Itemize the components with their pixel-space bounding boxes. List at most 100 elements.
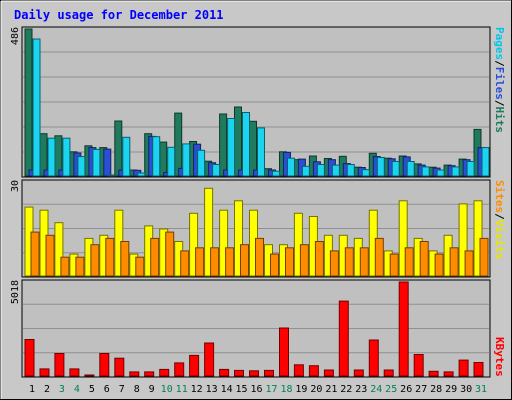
- bar-hits-day-15: [234, 106, 242, 177]
- bar-kbytes-day-9: [144, 371, 155, 377]
- bar-kbytes-day-11: [174, 362, 185, 377]
- x-tick-label: 2: [44, 384, 50, 395]
- bar-kbytes-day-30: [458, 359, 469, 377]
- bar-kbytes-day-27: [413, 354, 424, 377]
- bar-pages-day-11: [182, 143, 191, 177]
- bar-pages-day-5: [92, 148, 101, 177]
- bar-sites-day-27: [419, 241, 429, 277]
- bar-kbytes-day-3: [54, 353, 65, 377]
- x-tick-label: 3: [59, 384, 65, 395]
- legend-top: Pages/Files/Hits: [493, 27, 506, 133]
- bar-pages-day-29: [451, 166, 460, 177]
- bar-pages-day-2: [47, 137, 56, 177]
- bar-sites-day-2: [45, 234, 55, 277]
- bar-sites-day-9: [150, 237, 160, 277]
- middle-ymax-label: 30: [10, 180, 21, 192]
- bar-sites-day-16: [255, 237, 264, 277]
- bar-kbytes-day-15: [234, 369, 244, 377]
- bar-sites-day-12: [195, 247, 205, 277]
- bar-sites-day-1: [30, 231, 40, 277]
- bar-visits-day-12: [189, 212, 199, 277]
- bar-sites-day-28: [434, 253, 444, 277]
- legend-hits: Hits: [493, 107, 506, 134]
- x-tick-label: 16: [250, 384, 262, 395]
- x-tick-label: 10: [161, 384, 173, 395]
- bar-kbytes-day-2: [39, 368, 50, 377]
- x-tick-label: 6: [104, 384, 110, 395]
- x-tick-label: 11: [176, 384, 188, 395]
- legend-files: Files: [493, 67, 506, 100]
- x-tick-label: 1: [29, 384, 35, 395]
- bar-pages-day-27: [421, 166, 430, 177]
- bar-pages-day-16: [257, 127, 265, 177]
- bar-kbytes-day-14: [219, 368, 230, 377]
- bar-kbytes-day-24: [368, 339, 379, 377]
- bar-sites-day-6: [105, 237, 115, 277]
- x-tick-label: 18: [280, 384, 292, 395]
- bar-sites-day-13: [210, 247, 220, 277]
- x-axis-labels: 1 2 3 4 5 6 7 8 9 10 11 12 13 14 15 16 17 18 19 20 21 22 23 24 2…: [29, 384, 487, 395]
- bar-pages-day-23: [361, 169, 370, 177]
- bar-pages-day-14: [227, 118, 236, 177]
- bar-sites-day-23: [359, 247, 369, 277]
- bar-sites-day-29: [449, 247, 459, 277]
- bar-kbytes-day-28: [428, 370, 439, 377]
- x-tick-label: 24: [370, 384, 382, 395]
- x-tick-label: 4: [74, 384, 80, 395]
- x-tick-label: 28: [430, 384, 442, 395]
- bar-sites-day-18: [285, 247, 294, 277]
- bar-pages-day-8: [137, 172, 146, 177]
- bar-kbytes-day-29: [443, 371, 454, 377]
- bar-pages-day-31: [481, 147, 490, 177]
- x-tick-label: 25: [385, 384, 397, 395]
- bar-kbytes-day-18: [279, 327, 289, 377]
- bar-visits-day-30: [458, 203, 468, 277]
- bar-kbytes-day-5: [84, 374, 95, 377]
- bar-kbytes-day-16: [249, 370, 259, 377]
- x-tick-label: 17: [265, 384, 277, 395]
- bar-sites-day-21: [329, 250, 339, 277]
- bar-kbytes-day-31: [473, 362, 484, 377]
- bar-sites-day-4: [75, 256, 85, 277]
- bar-pages-day-21: [331, 164, 340, 177]
- x-tick-label: 15: [235, 384, 247, 395]
- x-tick-label: 27: [415, 384, 427, 395]
- bar-pages-day-20: [316, 164, 325, 177]
- x-tick-label: 7: [119, 384, 125, 395]
- bar-kbytes-day-12: [189, 354, 200, 377]
- bottom-ymax-label: 5018: [10, 280, 21, 304]
- bar-pages-day-6: [107, 174, 116, 177]
- legend-middle: Sites/Visits: [493, 180, 506, 260]
- bar-sites-day-8: [135, 256, 145, 277]
- bar-sites-day-31: [479, 237, 489, 277]
- legend-sites: Sites: [493, 180, 506, 213]
- bar-pages-day-4: [77, 156, 86, 177]
- bar-kbytes-day-19: [293, 364, 304, 377]
- bar-visits-day-15: [234, 200, 243, 277]
- bar-pages-day-9: [152, 136, 161, 177]
- bar-visits-day-14: [219, 209, 229, 277]
- bar-pages-day-18: [287, 157, 295, 177]
- bar-kbytes-day-23: [353, 369, 364, 377]
- bar-kbytes-day-26: [398, 281, 409, 377]
- legend-kbytes: KBytes: [493, 337, 506, 377]
- bar-kbytes-day-8: [129, 371, 140, 377]
- bar-sites-day-3: [60, 256, 70, 277]
- bar-sites-day-20: [314, 241, 324, 277]
- bar-sites-day-17: [270, 253, 279, 277]
- x-tick-label: 30: [460, 384, 472, 395]
- legend-bottom: KBytes: [493, 337, 506, 377]
- top-ymax-label: 486: [10, 27, 21, 45]
- bar-pages-day-3: [62, 137, 71, 177]
- bar-kbytes-day-10: [159, 368, 170, 377]
- bar-kbytes-day-20: [308, 365, 319, 377]
- bar-pages-day-15: [242, 112, 250, 177]
- legend-pages: Pages: [493, 27, 506, 60]
- bar-sites-day-25: [389, 253, 399, 277]
- legend-slash-1: /: [493, 60, 506, 67]
- x-tick-label: 12: [191, 384, 203, 395]
- bar-hits-day-7: [114, 120, 123, 177]
- bar-sites-day-26: [404, 247, 414, 277]
- bar-kbytes-day-13: [204, 342, 215, 377]
